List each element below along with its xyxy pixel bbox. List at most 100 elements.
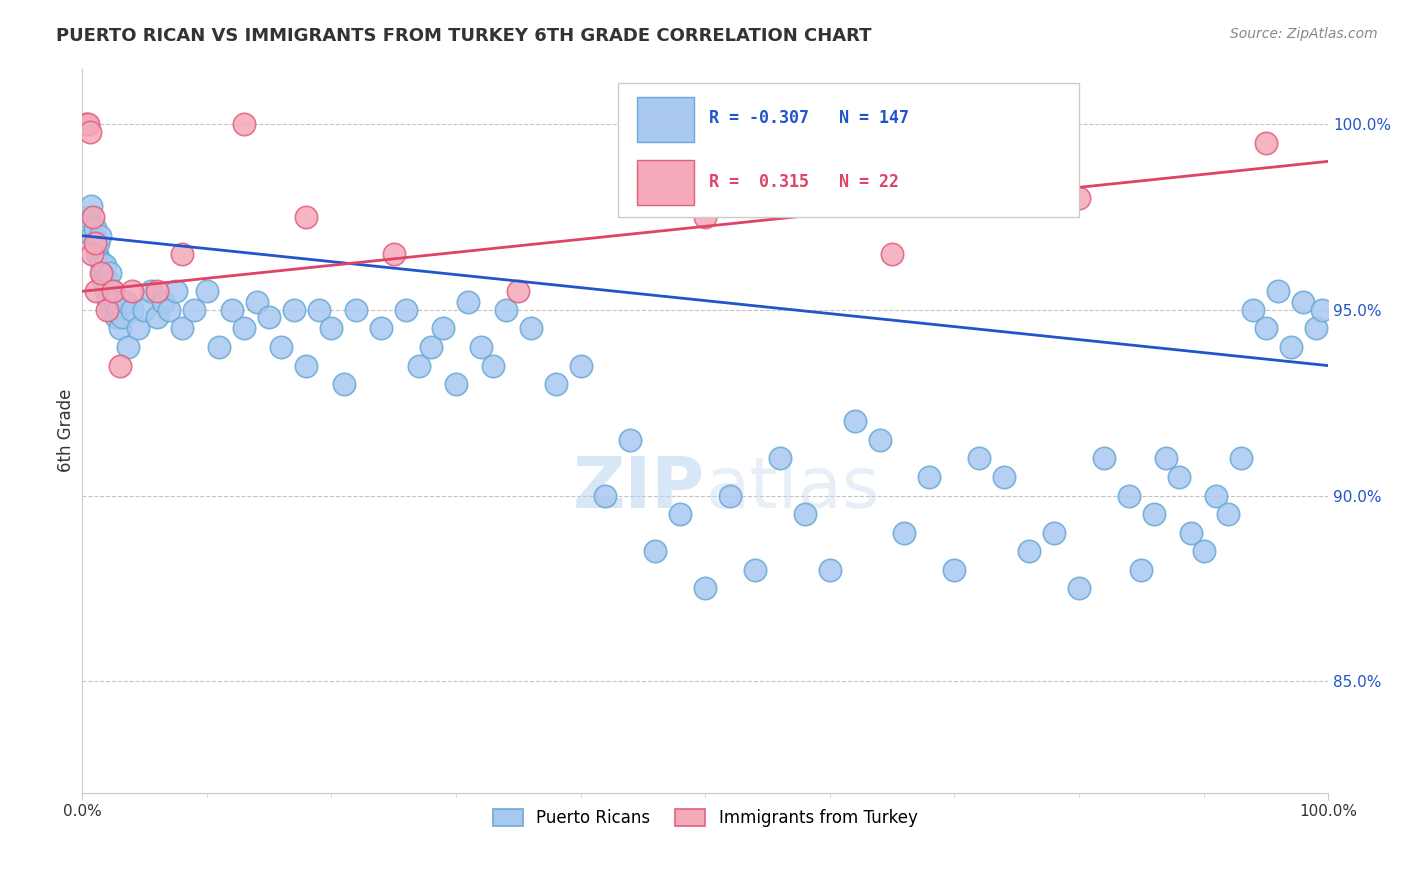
Point [134, 302, 156, 317]
Point [918, 470, 941, 484]
Point [880, 247, 903, 261]
Text: Source: ZipAtlas.com: Source: ZipAtlas.com [1230, 27, 1378, 41]
FancyBboxPatch shape [637, 161, 695, 205]
Point [157, 302, 180, 317]
Point [208, 340, 231, 354]
Point [86, 247, 108, 261]
Point [818, 563, 841, 577]
Point [77, 117, 100, 131]
Point [1067, 582, 1090, 596]
Point [569, 359, 592, 373]
Point [103, 285, 125, 299]
Point [967, 451, 990, 466]
Point [619, 433, 641, 447]
Point [80, 199, 103, 213]
Point [395, 302, 418, 317]
Point [669, 507, 692, 521]
Point [1254, 321, 1277, 335]
Point [79, 125, 101, 139]
Point [1254, 136, 1277, 150]
Point [146, 285, 169, 299]
Point [295, 359, 318, 373]
Point [77, 210, 100, 224]
Text: atlas: atlas [706, 454, 880, 523]
Point [1067, 192, 1090, 206]
Point [595, 489, 617, 503]
Point [470, 340, 492, 354]
Point [103, 285, 125, 299]
Text: R = -0.307   N = 147: R = -0.307 N = 147 [709, 110, 908, 128]
Point [1154, 451, 1177, 466]
Point [408, 359, 430, 373]
Point [793, 507, 815, 521]
Point [84, 285, 107, 299]
Point [146, 310, 169, 325]
Point [993, 470, 1015, 484]
Point [96, 302, 118, 317]
Point [90, 254, 112, 268]
Point [333, 377, 356, 392]
Point [127, 321, 149, 335]
Point [1305, 321, 1327, 335]
Point [170, 247, 193, 261]
Point [221, 302, 243, 317]
Point [544, 377, 567, 392]
Point [233, 321, 256, 335]
Point [114, 295, 136, 310]
FancyBboxPatch shape [637, 97, 695, 143]
Point [482, 359, 505, 373]
Point [94, 285, 117, 299]
Point [943, 563, 966, 577]
Point [370, 321, 392, 335]
Point [139, 285, 162, 299]
Point [283, 302, 305, 317]
Point [1192, 544, 1215, 558]
Point [695, 582, 717, 596]
Point [308, 302, 330, 317]
Point [1143, 507, 1166, 521]
Point [519, 321, 541, 335]
Point [83, 221, 105, 235]
Point [457, 295, 479, 310]
Point [83, 235, 105, 250]
Point [100, 302, 122, 317]
Text: ZIP: ZIP [572, 454, 706, 523]
Point [495, 302, 517, 317]
Point [1130, 563, 1153, 577]
Point [91, 266, 114, 280]
Point [117, 340, 139, 354]
Point [103, 295, 125, 310]
Point [695, 210, 717, 224]
Point [165, 285, 187, 299]
Point [98, 266, 121, 280]
Point [1267, 285, 1289, 299]
Point [104, 310, 127, 325]
Point [295, 210, 318, 224]
Text: R =  0.315   N = 22: R = 0.315 N = 22 [709, 173, 898, 191]
Point [1218, 507, 1240, 521]
Point [257, 310, 280, 325]
Point [108, 321, 131, 335]
Point [183, 302, 205, 317]
Point [1018, 544, 1040, 558]
Point [75, 117, 97, 131]
Point [344, 302, 367, 317]
Point [97, 292, 120, 306]
Point [893, 525, 915, 540]
Point [121, 285, 143, 299]
Point [89, 228, 111, 243]
Text: PUERTO RICAN VS IMMIGRANTS FROM TURKEY 6TH GRADE CORRELATION CHART: PUERTO RICAN VS IMMIGRANTS FROM TURKEY 6… [56, 27, 872, 45]
Point [432, 321, 454, 335]
FancyBboxPatch shape [617, 83, 1078, 217]
Point [170, 321, 193, 335]
Point [382, 247, 405, 261]
Point [1310, 302, 1333, 317]
Point [195, 285, 218, 299]
Point [270, 340, 292, 354]
Point [152, 295, 174, 310]
Point [96, 273, 118, 287]
Point [111, 310, 134, 325]
Point [644, 544, 666, 558]
Point [420, 340, 443, 354]
Point [1205, 489, 1227, 503]
